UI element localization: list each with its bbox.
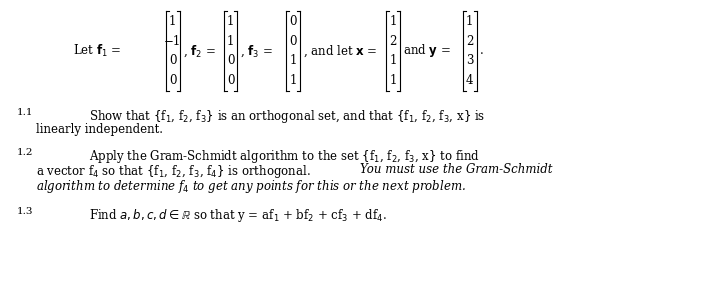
Text: .: . (480, 44, 483, 57)
Text: 0: 0 (289, 15, 297, 28)
Text: 1: 1 (466, 15, 473, 28)
Text: 1: 1 (169, 15, 177, 28)
Text: and $\mathbf{y}$ =: and $\mathbf{y}$ = (403, 42, 451, 59)
Text: 3: 3 (466, 54, 473, 67)
Text: 1: 1 (389, 74, 396, 87)
Text: 0: 0 (289, 35, 297, 47)
Text: 4: 4 (466, 74, 473, 87)
Text: 2: 2 (389, 35, 396, 47)
Text: , $\mathbf{f}_3$ =: , $\mathbf{f}_3$ = (241, 43, 273, 59)
Text: 1: 1 (389, 54, 396, 67)
Text: 0: 0 (169, 74, 177, 87)
Text: algorithm to determine f$_4$ to get any points for this or the next problem.: algorithm to determine f$_4$ to get any … (36, 178, 466, 195)
Text: , $\mathbf{f}_2$ =: , $\mathbf{f}_2$ = (182, 43, 215, 59)
Text: Find $a, b, c, d \in \mathbb{R}$ so that y = af$_1$ + bf$_2$ + cf$_3$ + df$_4$.: Find $a, b, c, d \in \mathbb{R}$ so that… (89, 207, 387, 225)
Text: 2: 2 (466, 35, 473, 47)
Text: a vector f$_4$ so that $\{$f$_1$, f$_2$, f$_3$, f$_4$$\}$ is orthogonal.: a vector f$_4$ so that $\{$f$_1$, f$_2$,… (36, 163, 316, 180)
Text: 1: 1 (289, 74, 297, 87)
Text: −1: −1 (164, 35, 181, 47)
Text: 1: 1 (389, 15, 396, 28)
Text: You must use the Gram-Schmidt: You must use the Gram-Schmidt (360, 163, 553, 176)
Text: Show that $\{$f$_1$, f$_2$, f$_3$$\}$ is an orthogonal set, and that $\{$f$_1$, : Show that $\{$f$_1$, f$_2$, f$_3$$\}$ is… (89, 108, 486, 125)
Text: 1: 1 (227, 15, 234, 28)
Text: Let $\mathbf{f}_1$ =: Let $\mathbf{f}_1$ = (73, 43, 121, 59)
Text: 0: 0 (227, 54, 234, 67)
Text: Apply the Gram-Schmidt algorithm to the set $\{$f$_1$, f$_2$, f$_3$, x$\}$ to fi: Apply the Gram-Schmidt algorithm to the … (89, 148, 480, 165)
Text: 1: 1 (289, 54, 297, 67)
Text: 1: 1 (227, 35, 234, 47)
Text: 1.3: 1.3 (16, 207, 33, 217)
Text: 0: 0 (169, 54, 177, 67)
Text: 1.1: 1.1 (16, 108, 33, 117)
Text: 1.2: 1.2 (16, 148, 33, 157)
Text: linearly independent.: linearly independent. (36, 123, 164, 136)
Text: 0: 0 (227, 74, 234, 87)
Text: , and let $\mathbf{x}$ =: , and let $\mathbf{x}$ = (303, 43, 377, 59)
